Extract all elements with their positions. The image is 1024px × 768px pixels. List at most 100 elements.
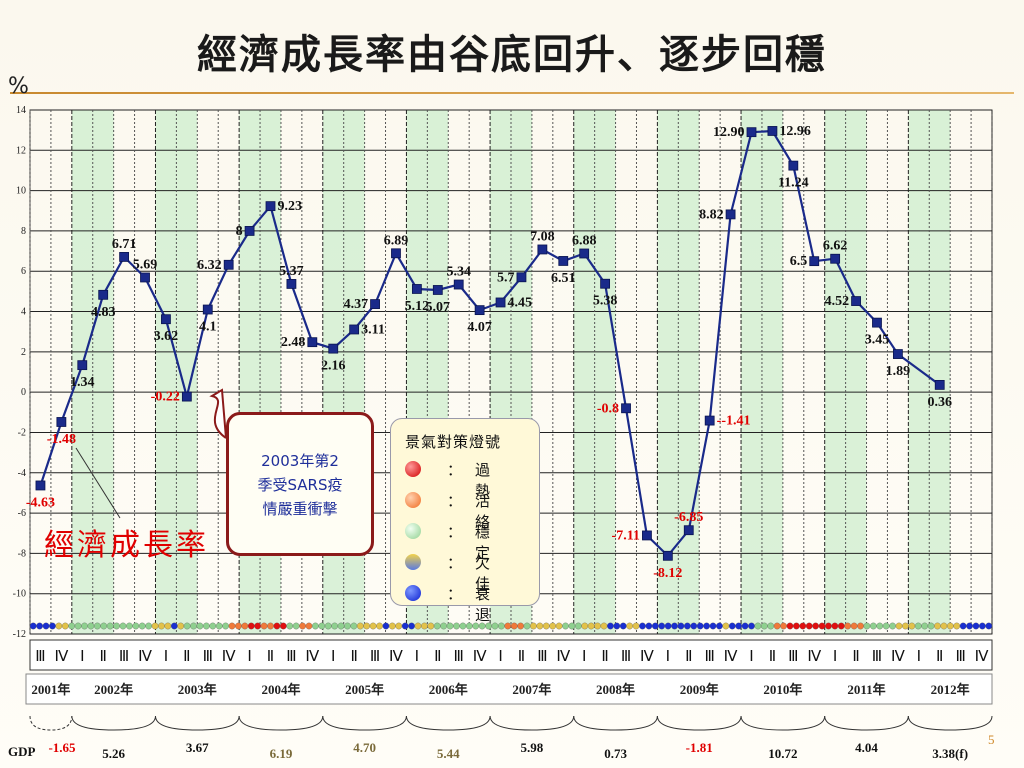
signal-light bbox=[324, 622, 332, 630]
signal-light bbox=[613, 622, 621, 630]
signal-light bbox=[735, 622, 743, 630]
year-brace bbox=[238, 715, 324, 731]
quarter-label: Ⅳ bbox=[305, 649, 319, 665]
signal-light bbox=[818, 622, 826, 630]
y-tick-label: -8 bbox=[18, 548, 26, 559]
signal-light bbox=[703, 622, 710, 630]
data-point bbox=[349, 324, 360, 335]
series-line bbox=[35, 126, 945, 561]
year-brace bbox=[740, 715, 826, 731]
quarter-label: Ⅱ bbox=[601, 649, 608, 665]
signal-light bbox=[74, 622, 82, 630]
signal-light bbox=[356, 622, 364, 630]
quarter-label: Ⅳ bbox=[389, 649, 403, 665]
signal-light bbox=[132, 622, 140, 630]
data-point bbox=[307, 337, 318, 348]
signal-light bbox=[850, 622, 858, 630]
signal-lights bbox=[29, 622, 993, 630]
signal-light bbox=[510, 622, 518, 630]
point-label: 12.90 bbox=[713, 125, 745, 140]
signal-light bbox=[517, 622, 524, 630]
signal-light bbox=[645, 622, 653, 630]
signal-light bbox=[389, 622, 396, 630]
point-label: 12.96 bbox=[779, 124, 811, 139]
signal-light bbox=[799, 622, 807, 630]
data-point bbox=[265, 201, 276, 212]
signal-light bbox=[215, 622, 223, 630]
data-point bbox=[202, 304, 213, 315]
point-label: 2.48 bbox=[281, 335, 306, 350]
year-label: 2003年 bbox=[178, 682, 217, 697]
series-label-pointer bbox=[75, 447, 121, 519]
signal-light bbox=[671, 622, 678, 630]
data-point bbox=[328, 343, 339, 354]
quarter-label: Ⅰ bbox=[833, 649, 837, 665]
year-label: 2006年 bbox=[429, 682, 468, 697]
signal-light bbox=[164, 622, 172, 630]
signal-light bbox=[940, 622, 948, 630]
legend-label: 衰退 bbox=[475, 585, 493, 624]
gdp-values: -1.65 5.26 3.67 6.19 4.70 5.44 5.98 0.73 -1.81 10… bbox=[48, 740, 968, 761]
signal-light bbox=[716, 622, 723, 630]
signal-light bbox=[542, 622, 550, 630]
legend-label: 活絡 bbox=[475, 492, 493, 531]
page-number: 5 bbox=[988, 732, 995, 747]
quarter-label: Ⅲ bbox=[35, 649, 45, 665]
signal-light bbox=[119, 622, 127, 630]
quarter-label: Ⅱ bbox=[685, 649, 692, 665]
signal-light bbox=[568, 622, 576, 630]
sars-annotation-line: 2003年第2 bbox=[261, 452, 339, 470]
signal-light bbox=[658, 622, 666, 630]
signal-light bbox=[222, 622, 229, 630]
signal-light bbox=[382, 622, 390, 630]
year-label: 2001年 bbox=[31, 682, 70, 697]
quarter-label: Ⅳ bbox=[891, 649, 905, 665]
year-brace bbox=[824, 715, 909, 731]
signal-light bbox=[267, 622, 274, 630]
point-label: 5.38 bbox=[593, 294, 618, 309]
signal-light bbox=[709, 622, 717, 630]
point-label: 4.52 bbox=[825, 294, 850, 309]
quarter-label: Ⅳ bbox=[556, 649, 570, 665]
y-tick-label: -6 bbox=[18, 508, 26, 519]
signal-light bbox=[574, 622, 582, 630]
signal-light bbox=[587, 622, 595, 630]
signal-light bbox=[81, 622, 88, 630]
year-braces bbox=[29, 715, 993, 731]
signal-light bbox=[453, 622, 460, 630]
quarter-label: Ⅰ bbox=[749, 649, 753, 665]
year-brace bbox=[322, 715, 407, 731]
y-tick-label: 0 bbox=[21, 387, 26, 398]
annotation-pointers bbox=[75, 388, 227, 519]
signal-light bbox=[767, 622, 775, 630]
signal-light bbox=[908, 622, 916, 630]
point-label: -6.85 bbox=[674, 510, 703, 525]
quarter-label: Ⅳ bbox=[473, 649, 487, 665]
point-label: 8 bbox=[236, 224, 243, 239]
signal-light bbox=[93, 622, 101, 630]
signal-light bbox=[286, 622, 294, 630]
quarter-label: Ⅱ bbox=[518, 649, 525, 665]
orange-light-icon bbox=[405, 492, 421, 508]
signal-light bbox=[427, 622, 435, 630]
data-point bbox=[809, 256, 820, 267]
legend-label: 穩定 bbox=[475, 523, 493, 562]
point-label: 4.37 bbox=[344, 297, 369, 312]
point-label: 2.16 bbox=[321, 359, 346, 374]
point-label: 0.36 bbox=[927, 395, 952, 410]
signal-light bbox=[863, 622, 871, 630]
signal-light bbox=[722, 622, 730, 630]
sars-arrow bbox=[209, 388, 227, 439]
data-point bbox=[370, 299, 380, 309]
point-label: 6.32 bbox=[197, 258, 222, 273]
quarter-label: Ⅲ bbox=[370, 649, 380, 665]
year-brace bbox=[489, 715, 575, 731]
point-label: -1.48 bbox=[47, 432, 76, 447]
point-label: 5.37 bbox=[279, 264, 304, 279]
point-labels: -4.63 -1.48 1.34 4.83 6.71 5.69 3.62 -0.22 4.1 6.… bbox=[26, 124, 952, 581]
signal-light bbox=[344, 622, 351, 630]
signal-light bbox=[241, 622, 249, 630]
signal-light bbox=[459, 622, 467, 630]
signal-light bbox=[690, 622, 698, 630]
quarter-label: Ⅳ bbox=[807, 649, 821, 665]
